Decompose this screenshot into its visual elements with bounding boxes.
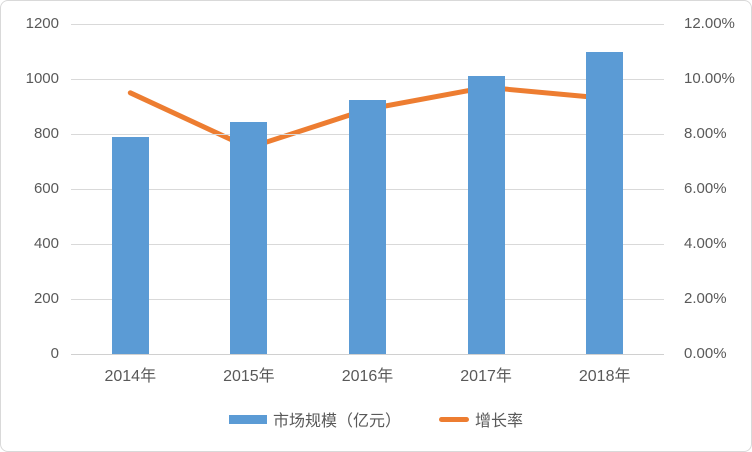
gridline bbox=[71, 24, 664, 25]
x-axis-line bbox=[71, 354, 664, 355]
x-axis-label-2015年: 2015年 bbox=[223, 368, 275, 385]
right-axis-tick-label: 6.00% bbox=[684, 180, 727, 197]
x-axis-label-2014年: 2014年 bbox=[104, 368, 157, 385]
legend-item-market-size: 市场规模（亿元） bbox=[228, 407, 401, 431]
right-axis-tick-label: 10.00% bbox=[684, 70, 735, 87]
bar-2016年 bbox=[349, 99, 386, 354]
x-axis-label-2016年: 2016年 bbox=[341, 368, 394, 385]
left-axis-tick-label: 600 bbox=[33, 180, 59, 197]
line-series-swatch bbox=[439, 416, 469, 422]
legend: 市场规模（亿元） 增长率 bbox=[1, 407, 751, 431]
x-axis-label-2018年: 2018年 bbox=[578, 368, 631, 385]
plot-area bbox=[71, 24, 664, 355]
bar-series-label: 市场规模（亿元） bbox=[272, 413, 401, 430]
left-axis-tick-label: 0 bbox=[50, 345, 59, 362]
left-axis-tick-label: 200 bbox=[33, 290, 59, 307]
bar-2018年 bbox=[586, 51, 624, 354]
gridline bbox=[71, 79, 664, 80]
line-series-label: 增长率 bbox=[475, 413, 524, 430]
right-axis-tick-label: 4.00% bbox=[684, 235, 727, 252]
bar-2015年 bbox=[230, 121, 268, 354]
right-axis-tick-label: 2.00% bbox=[684, 290, 727, 307]
x-axis-label-2017年: 2017年 bbox=[460, 368, 512, 385]
right-axis-tick-label: 8.00% bbox=[684, 125, 727, 142]
left-axis-tick-label: 1200 bbox=[25, 15, 59, 32]
left-axis-tick-label: 800 bbox=[33, 125, 59, 142]
left-axis-tick-label: 400 bbox=[33, 235, 59, 252]
bar-2014年 bbox=[111, 136, 149, 354]
right-axis-tick-label: 12.00% bbox=[684, 15, 735, 32]
bar-2017年 bbox=[467, 76, 505, 354]
bar-series-swatch bbox=[228, 414, 267, 424]
right-axis-tick-label: 0.00% bbox=[684, 345, 727, 362]
left-axis-tick-label: 1000 bbox=[25, 70, 59, 87]
legend-item-growth-rate: 增长率 bbox=[439, 407, 523, 431]
